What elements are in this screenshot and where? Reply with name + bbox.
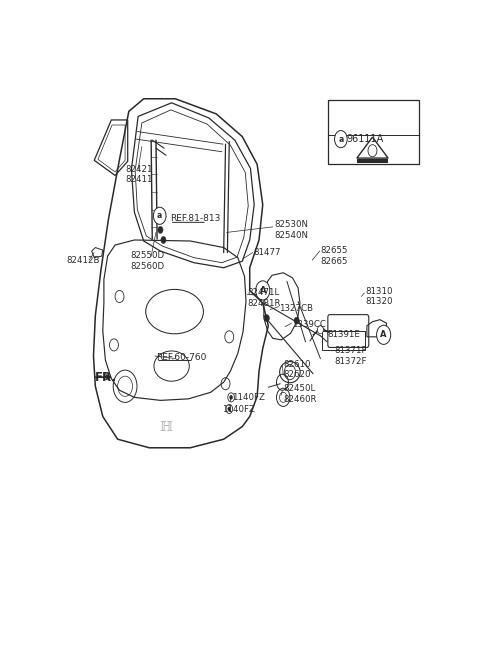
Circle shape [154,207,166,225]
Text: 82550D
82560D: 82550D 82560D [131,252,165,271]
Text: A: A [380,330,387,339]
Circle shape [264,314,269,322]
Circle shape [158,227,163,233]
Text: a: a [338,135,344,143]
Text: 81371F
81372F: 81371F 81372F [335,346,367,365]
Text: 82450L
82460R: 82450L 82460R [283,384,317,403]
Circle shape [229,396,233,400]
Text: a: a [157,212,162,220]
Circle shape [335,130,347,147]
Text: A: A [260,286,266,295]
Text: 81391E: 81391E [328,330,360,339]
Text: 82530N
82540N: 82530N 82540N [274,220,308,240]
Text: 1140FZ: 1140FZ [232,393,265,402]
FancyBboxPatch shape [357,159,388,163]
Text: 82655
82665: 82655 82665 [321,246,348,266]
Text: 82412B: 82412B [67,255,100,265]
Text: REF.81-813: REF.81-813 [170,214,220,223]
Text: 81477: 81477 [253,248,281,257]
Circle shape [294,317,299,324]
Text: 81310
81320: 81310 81320 [365,287,393,306]
Text: 82610
82620: 82610 82620 [283,360,311,379]
Circle shape [317,326,324,334]
Circle shape [256,281,270,300]
Text: 1327CB: 1327CB [279,303,313,312]
Text: 82471L
82481R: 82471L 82481R [248,288,281,308]
Circle shape [228,407,231,411]
Text: 1339CC: 1339CC [292,320,326,329]
Text: FR.: FR. [96,371,117,384]
Text: ℍ: ℍ [159,420,173,434]
Text: 1140FZ: 1140FZ [222,405,255,415]
Circle shape [155,216,160,223]
Text: 82421
82411: 82421 82411 [125,164,153,184]
Circle shape [377,326,391,345]
Text: REF.60-760: REF.60-760 [156,352,206,362]
Text: 96111A: 96111A [347,134,384,144]
Circle shape [161,236,166,244]
